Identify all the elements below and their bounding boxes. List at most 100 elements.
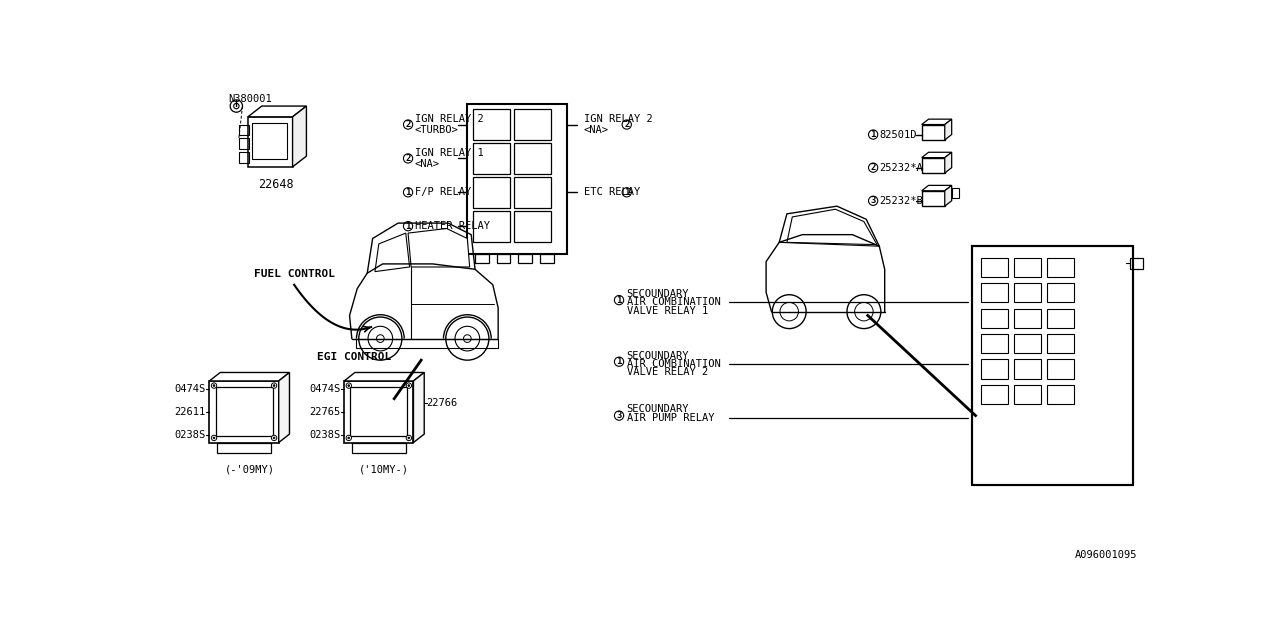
Polygon shape <box>922 152 952 157</box>
Circle shape <box>622 120 631 129</box>
Text: <NA>: <NA> <box>584 125 608 135</box>
Bar <box>540 254 553 263</box>
Bar <box>352 442 406 453</box>
Text: IGN RELAY 2: IGN RELAY 2 <box>584 114 653 124</box>
Circle shape <box>614 296 623 305</box>
Bar <box>922 191 945 206</box>
Text: HEATER RELAY: HEATER RELAY <box>415 221 490 231</box>
Circle shape <box>445 317 489 360</box>
Circle shape <box>869 196 878 205</box>
Bar <box>472 109 509 140</box>
Text: 2: 2 <box>870 163 876 172</box>
Text: VALVE RELAY 1: VALVE RELAY 1 <box>627 306 708 316</box>
Circle shape <box>348 385 349 387</box>
Polygon shape <box>787 209 877 244</box>
Bar <box>1129 258 1143 269</box>
Text: ETC RELAY: ETC RELAY <box>584 188 640 197</box>
Text: 82501D: 82501D <box>879 129 916 140</box>
Text: IGN RELAY 2: IGN RELAY 2 <box>415 114 484 124</box>
Polygon shape <box>293 106 306 167</box>
Circle shape <box>454 326 480 351</box>
Text: 2: 2 <box>625 120 630 129</box>
Text: 0474S: 0474S <box>308 383 340 394</box>
Polygon shape <box>279 372 289 442</box>
Text: 2: 2 <box>406 154 411 163</box>
Bar <box>515 109 552 140</box>
Bar <box>980 360 1007 379</box>
Bar <box>922 125 945 140</box>
Bar <box>980 385 1007 404</box>
Circle shape <box>780 303 799 321</box>
Bar <box>218 442 271 453</box>
Text: SECOUNDARY: SECOUNDARY <box>627 404 689 415</box>
Text: ('10MY-): ('10MY-) <box>360 464 410 474</box>
Bar <box>1014 283 1041 303</box>
Circle shape <box>212 437 215 439</box>
Circle shape <box>212 385 215 387</box>
Circle shape <box>406 435 412 440</box>
Bar <box>210 381 279 442</box>
Circle shape <box>369 326 393 351</box>
Text: F/P RELAY: F/P RELAY <box>415 188 471 197</box>
Text: EGI CONTROL: EGI CONTROL <box>317 353 392 362</box>
Text: 22611: 22611 <box>174 407 206 417</box>
Bar <box>980 334 1007 353</box>
Circle shape <box>346 383 352 388</box>
Bar <box>922 157 945 173</box>
Bar <box>1047 360 1074 379</box>
Bar <box>252 123 287 159</box>
Circle shape <box>211 383 216 388</box>
Text: 1: 1 <box>870 130 876 139</box>
Text: 1: 1 <box>617 296 622 305</box>
Polygon shape <box>972 246 1133 485</box>
Text: AIR COMBINATION: AIR COMBINATION <box>627 359 721 369</box>
Text: 0238S: 0238S <box>174 430 206 440</box>
Bar <box>1047 258 1074 277</box>
Bar <box>1047 385 1074 404</box>
Text: 22648: 22648 <box>259 179 294 191</box>
Circle shape <box>211 435 216 440</box>
Circle shape <box>230 100 242 112</box>
Text: VALVE RELAY 2: VALVE RELAY 2 <box>627 367 708 378</box>
Bar <box>515 211 552 241</box>
Circle shape <box>403 188 412 197</box>
Circle shape <box>403 154 412 163</box>
Bar <box>475 254 489 263</box>
Text: 2: 2 <box>406 120 411 129</box>
Text: 0238S: 0238S <box>308 430 340 440</box>
Bar <box>515 143 552 174</box>
Bar <box>356 339 498 348</box>
Bar <box>467 104 567 254</box>
Text: IGN RELAY 1: IGN RELAY 1 <box>415 148 484 157</box>
Bar <box>248 117 293 167</box>
Circle shape <box>406 383 412 388</box>
Circle shape <box>358 317 402 360</box>
Circle shape <box>463 335 471 342</box>
Text: SECOUNDARY: SECOUNDARY <box>627 289 689 299</box>
Circle shape <box>376 335 384 342</box>
Circle shape <box>772 294 806 328</box>
Polygon shape <box>413 372 424 442</box>
Bar <box>1014 385 1041 404</box>
Text: 1: 1 <box>406 221 411 230</box>
Circle shape <box>271 383 276 388</box>
Polygon shape <box>248 106 306 117</box>
Polygon shape <box>945 152 952 173</box>
Text: (-'09MY): (-'09MY) <box>224 464 274 474</box>
Bar <box>980 283 1007 303</box>
Text: 25232*A: 25232*A <box>879 163 923 173</box>
Bar <box>351 387 407 436</box>
Bar <box>515 177 552 208</box>
Circle shape <box>273 437 275 439</box>
Circle shape <box>346 435 352 440</box>
Bar <box>1014 258 1041 277</box>
Bar <box>1047 308 1074 328</box>
Bar <box>238 152 250 163</box>
Circle shape <box>348 437 349 439</box>
Text: A096001095: A096001095 <box>1075 550 1137 561</box>
Bar <box>497 254 511 263</box>
Text: 1: 1 <box>625 188 630 196</box>
Bar <box>1047 334 1074 353</box>
Text: AIR COMBINATION: AIR COMBINATION <box>627 298 721 307</box>
Bar <box>472 177 509 208</box>
